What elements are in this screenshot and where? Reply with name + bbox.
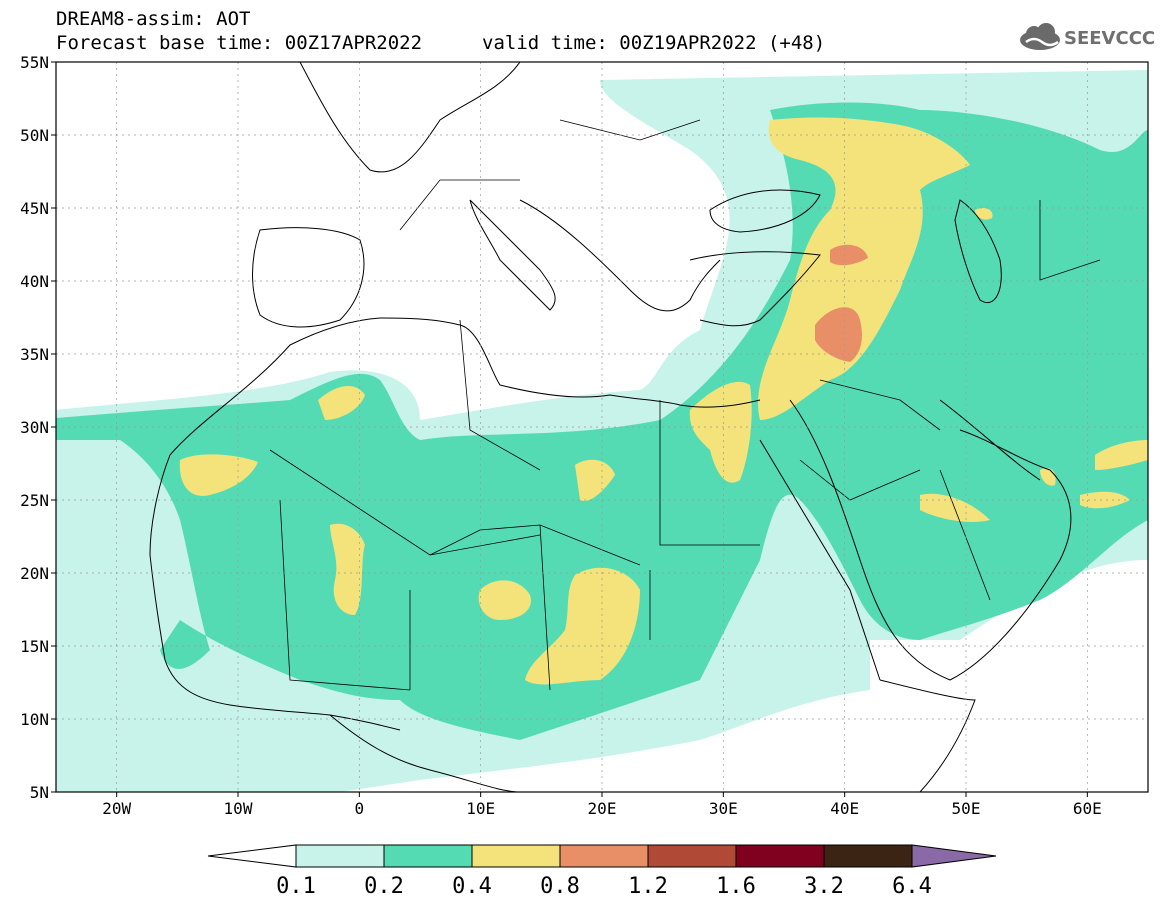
lat-tick-label: 55N <box>20 53 49 72</box>
lat-tick-label: 30N <box>20 418 49 437</box>
gridlines <box>56 62 1148 792</box>
lat-tick-label: 10N <box>20 710 49 729</box>
colorbar-level-label: 1.6 <box>716 874 756 899</box>
colorbar-level-label: 0.8 <box>540 874 580 899</box>
italy-coast <box>469 199 556 311</box>
colorbar-swatch <box>735 844 825 868</box>
gulf-of-guinea <box>329 714 521 792</box>
colorbar-level-label: 0.4 <box>452 874 492 899</box>
red-sea <box>759 439 881 681</box>
aot-band-04 <box>179 117 1148 685</box>
logo-text: SEEVCCC <box>1064 28 1156 49</box>
lat-tick-label: 15N <box>20 637 49 656</box>
aot-shading <box>56 70 1148 792</box>
colorbar-swatch <box>823 844 913 868</box>
persian-gulf <box>939 399 1041 481</box>
colorbar-under-arrow <box>207 844 297 868</box>
seevccc-logo <box>1020 23 1060 50</box>
colorbar: 0.1 0.2 0.4 0.8 1.2 1.6 3.2 6.4 <box>207 844 997 899</box>
colorbar-level-label: 0.1 <box>276 874 316 899</box>
east-africa-coast <box>879 679 976 792</box>
lon-tick-label: 30E <box>709 799 738 818</box>
latitude-axis: 55N 50N 45N 40N 35N 30N 25N 20N 15N 10N 5N <box>20 53 56 802</box>
lon-tick-label: 40E <box>830 799 859 818</box>
lon-tick-label: 20E <box>588 799 617 818</box>
colorbar-level-label: 3.2 <box>804 874 844 899</box>
valid-time: valid time: 00Z19APR2022 (+48) <box>482 32 826 54</box>
cloud-icon <box>1020 23 1060 50</box>
lon-tick-label: 10E <box>466 799 495 818</box>
colorbar-level-label: 6.4 <box>892 874 932 899</box>
lon-tick-label: 60E <box>1073 799 1102 818</box>
lat-tick-label: 20N <box>20 564 49 583</box>
country-borders <box>269 119 1101 691</box>
longitude-axis: 20W 10W 0 10E 20E 30E 40E 50E 60E <box>102 792 1102 818</box>
colorbar-level-label: 0.2 <box>364 874 404 899</box>
colorbar-swatch <box>383 844 473 868</box>
lat-tick-label: 50N <box>20 126 49 145</box>
caspian-sea <box>954 199 1002 303</box>
europe-north-coast <box>299 62 521 173</box>
colorbar-swatch <box>471 844 561 868</box>
turkey-coast <box>689 251 821 327</box>
lon-tick-label: 0 <box>355 799 365 818</box>
colorbar-swatch <box>559 844 649 868</box>
colorbar-level-label: 1.2 <box>628 874 668 899</box>
lat-tick-label: 25N <box>20 491 49 510</box>
lat-tick-label: 5N <box>30 783 49 802</box>
balkans-coast <box>519 199 721 312</box>
coastlines <box>149 62 1072 792</box>
north-africa-coast <box>169 317 761 456</box>
forecast-base-time: Forecast base time: 00Z17APR2022 <box>56 32 423 54</box>
colorbar-swatch <box>647 844 737 868</box>
iberia-coast <box>252 227 365 328</box>
aot-band-08 <box>815 244 868 362</box>
colorbar-swatch <box>295 844 385 868</box>
lat-tick-label: 45N <box>20 199 49 218</box>
lat-tick-label: 35N <box>20 345 49 364</box>
lon-tick-label: 50E <box>952 799 981 818</box>
lon-tick-label: 10W <box>224 799 253 818</box>
colorbar-over-arrow <box>911 844 997 868</box>
arabia-coast <box>789 399 1072 681</box>
lat-tick-label: 40N <box>20 272 49 291</box>
model-title: DREAM8-assim: AOT <box>56 8 251 30</box>
black-sea <box>709 189 821 233</box>
lon-tick-label: 20W <box>102 799 131 818</box>
